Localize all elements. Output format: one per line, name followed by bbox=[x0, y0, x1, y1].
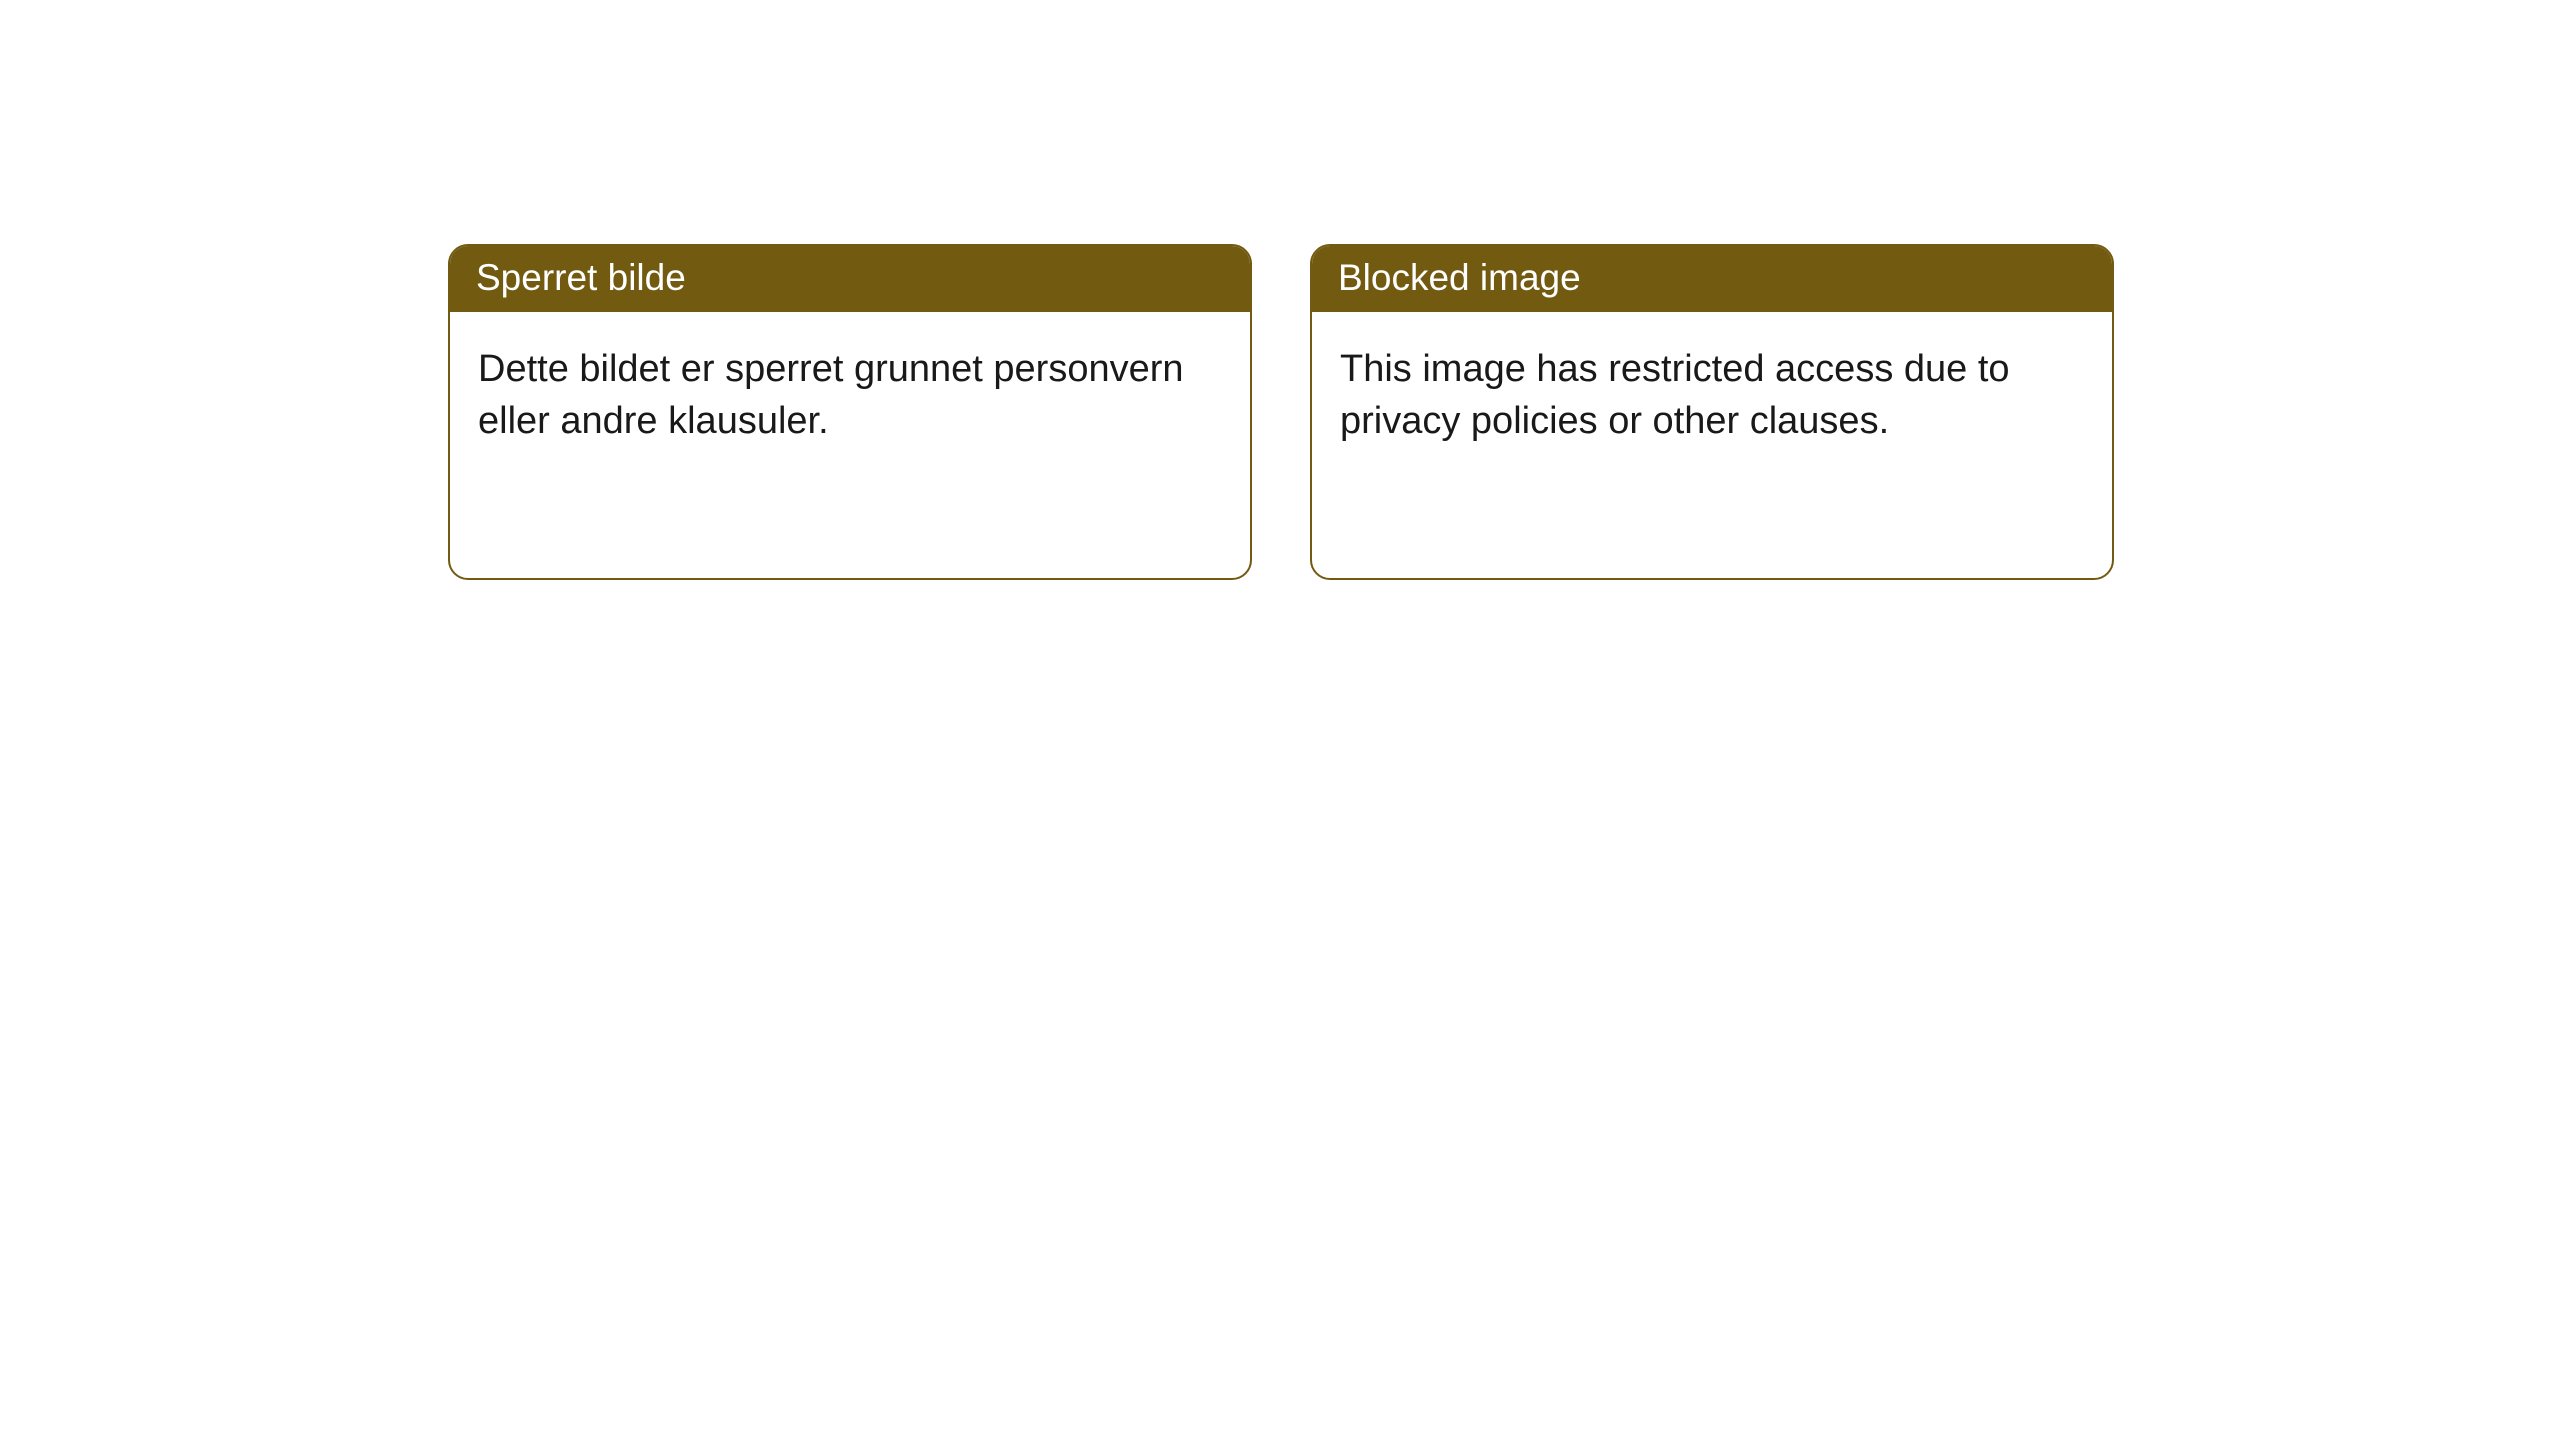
card-body: This image has restricted access due to … bbox=[1312, 312, 2112, 479]
card-header: Blocked image bbox=[1312, 246, 2112, 312]
card-header: Sperret bilde bbox=[450, 246, 1250, 312]
card-title: Blocked image bbox=[1338, 257, 1581, 298]
notice-container: Sperret bilde Dette bildet er sperret gr… bbox=[0, 0, 2560, 580]
notice-card-english: Blocked image This image has restricted … bbox=[1310, 244, 2114, 580]
card-body-text: This image has restricted access due to … bbox=[1340, 348, 2010, 441]
card-title: Sperret bilde bbox=[476, 257, 686, 298]
notice-card-norwegian: Sperret bilde Dette bildet er sperret gr… bbox=[448, 244, 1252, 580]
card-body: Dette bildet er sperret grunnet personve… bbox=[450, 312, 1250, 479]
card-body-text: Dette bildet er sperret grunnet personve… bbox=[478, 348, 1184, 441]
